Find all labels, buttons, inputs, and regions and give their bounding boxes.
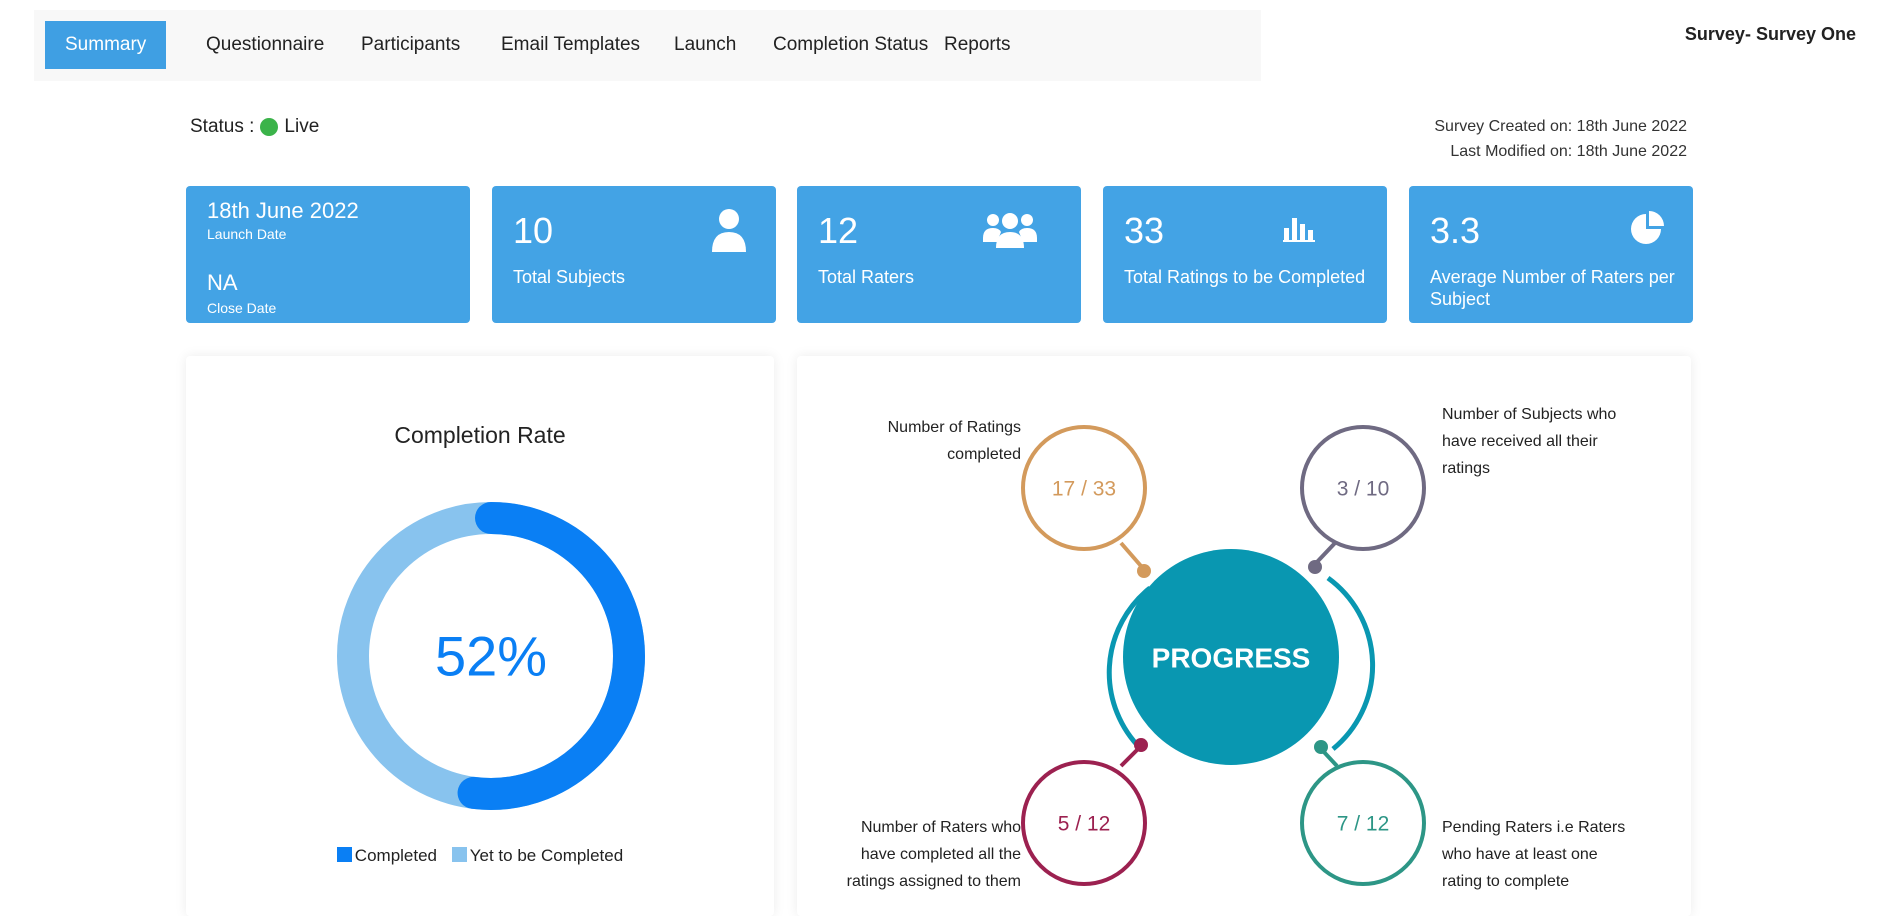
tab-reports[interactable]: Reports	[944, 34, 1011, 55]
donut-slice-completed[interactable]	[337, 502, 645, 810]
raters-done-value: 5 / 12	[1058, 813, 1111, 836]
completion-panel: Completion Rate 52% Completed Yet to be …	[186, 356, 774, 916]
bar-chart-icon	[1283, 214, 1315, 247]
progress-center	[1123, 549, 1339, 765]
modified-date: Last Modified on: 18th June 2022	[1450, 143, 1687, 160]
pending-description-line: Pending Raters i.e Raters	[1442, 819, 1626, 836]
survey-dates: Survey Created on: 18th June 2022 Last M…	[1434, 114, 1687, 164]
legend-pending-label: Yet to be Completed	[469, 846, 624, 865]
raters-done-description: Number of Raters who have completed all …	[847, 814, 1021, 895]
ratings-circle	[1021, 425, 1147, 551]
tab-participants[interactable]: Participants	[361, 34, 461, 55]
launch-card: 18th June 2022 Launch Date NA Close Date	[186, 186, 470, 323]
donut-chart: 52%	[337, 502, 645, 810]
legend-pending[interactable]: Yet to be Completed	[451, 846, 624, 865]
pending-circle	[1300, 760, 1426, 886]
launch-date: 18th June 2022	[207, 198, 359, 223]
progress-center-label: PROGRESS	[1152, 643, 1311, 674]
legend-completed[interactable]: Completed	[336, 846, 442, 865]
average-card: 3.3 Average Number of Raters per Subject	[1409, 186, 1693, 323]
progress-panel: PROGRESS 17 / 33 3 / 10 5 / 12 7 / 12 Nu…	[797, 356, 1691, 916]
connector-raters-done	[1119, 746, 1141, 768]
raters-done-circle	[1021, 760, 1147, 886]
legend-completed-label: Completed	[354, 846, 438, 865]
legend-swatch-completed	[336, 847, 352, 862]
raters-done-description-line: ratings assigned to them	[846, 873, 1021, 890]
completion-percent-label: 52%	[435, 625, 547, 688]
status-value: Live	[284, 116, 320, 137]
connector-subjects	[1315, 541, 1337, 564]
created-date: Survey Created on: 18th June 2022	[1434, 118, 1687, 135]
connector-dot-pending	[1314, 740, 1328, 754]
ratings-label: Total Ratings to be Completed	[1124, 267, 1366, 287]
user-icon	[710, 208, 748, 257]
tab-launch[interactable]: Launch	[674, 34, 737, 55]
tab-summary[interactable]: Summary	[45, 21, 166, 69]
average-value: 3.3	[1430, 210, 1481, 251]
close-date-label: Close Date	[207, 300, 277, 316]
completion-title: Completion Rate	[394, 422, 566, 448]
raters-label: Total Raters	[818, 267, 915, 287]
pie-chart-icon	[1627, 210, 1665, 253]
legend-swatch-pending	[451, 847, 467, 862]
progress-arc-left	[1106, 586, 1152, 751]
connector-dot-ratings	[1137, 564, 1151, 578]
survey-title: Survey- Survey One	[1684, 24, 1856, 44]
subjects-count: 10	[513, 210, 554, 251]
subjects-description-line: have received all their	[1442, 433, 1598, 450]
pending-description-line: who have at least one	[1442, 846, 1598, 863]
ratings-card: 33 Total Ratings to be Completed	[1103, 186, 1387, 323]
pending-description-line: rating to complete	[1442, 873, 1570, 890]
raters-done-description-line: have completed all the	[860, 846, 1021, 863]
subjects-label: Total Subjects	[513, 267, 626, 287]
status-indicator: Status : Live	[190, 116, 319, 138]
connector-dot-subjects	[1308, 560, 1322, 574]
close-date: NA	[207, 270, 238, 295]
ratings-count: 33	[1124, 210, 1165, 251]
connector-pending	[1321, 749, 1339, 768]
subjects-value: 3 / 10	[1337, 478, 1390, 501]
status-label: Status :	[190, 116, 255, 137]
subjects-description: Number of Subjects who have received all…	[1442, 401, 1616, 482]
subjects-circle	[1300, 425, 1426, 551]
average-label: Average Number of Raters per Subject	[1430, 267, 1675, 309]
subjects-description-line: ratings	[1442, 460, 1491, 477]
connector-ratings	[1119, 541, 1143, 568]
subjects-card: 10 Total Subjects	[492, 186, 776, 323]
ratings-description-line: Number of Ratings	[887, 419, 1021, 436]
donut-legend: Completed Yet to be Completed	[186, 846, 774, 866]
ratings-description: Number of Ratings completed	[888, 414, 1021, 468]
progress-arc-right	[1326, 575, 1376, 751]
raters-done-description-line: Number of Raters who	[860, 819, 1021, 836]
raters-card: 12 Total Raters	[797, 186, 1081, 323]
connector-dot-raters-done	[1134, 738, 1148, 752]
ratings-description-line: completed	[947, 446, 1021, 463]
tab-questionnaire[interactable]: Questionnaire	[206, 34, 325, 55]
progress-diagram: PROGRESS 17 / 33 3 / 10 5 / 12 7 / 12	[1021, 425, 1426, 886]
nav-bar: Summary Questionnaire Participants Email…	[34, 10, 1261, 81]
tab-completion-status[interactable]: Completion Status	[773, 34, 929, 55]
status-dot-icon	[260, 118, 279, 136]
ratings-value: 17 / 33	[1052, 478, 1116, 501]
launch-date-label: Launch Date	[207, 226, 287, 242]
tab-email-templates[interactable]: Email Templates	[501, 34, 641, 55]
pending-description: Pending Raters i.e Raters who have at le…	[1442, 814, 1625, 895]
subjects-description-line: Number of Subjects who	[1442, 406, 1617, 423]
users-icon	[983, 212, 1037, 253]
pending-value: 7 / 12	[1337, 813, 1390, 836]
raters-count: 12	[818, 210, 859, 251]
